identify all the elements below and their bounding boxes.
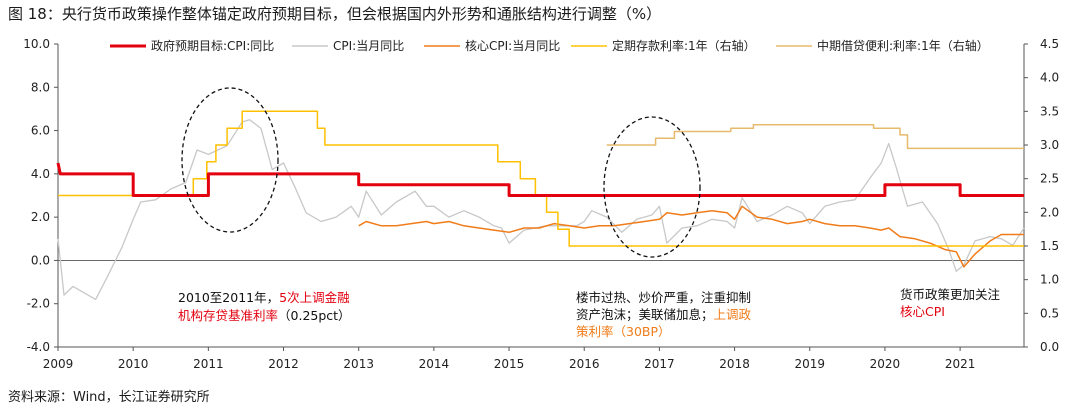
legend-label-cpi: CPI:当月同比	[333, 39, 404, 53]
series-line-mlf	[606, 124, 1024, 150]
x-tick-label: 2020	[870, 357, 901, 371]
annotation-middle: 楼市过热、炒价严重，注重抑制 资产泡沫；美联储加息；上调政 策利率（30BP）	[576, 290, 752, 339]
x-tick-label: 2019	[794, 357, 825, 371]
source-note: 资料来源：Wind，长江证券研究所	[8, 390, 210, 405]
y-right-tick-label: 3.5	[1040, 104, 1059, 118]
y-right-tick-label: 1.5	[1040, 239, 1059, 253]
legend-label-target: 政府预期目标:CPI:同比	[151, 38, 274, 53]
x-tick-label: 2015	[494, 357, 525, 371]
legend-item-target: 政府预期目标:CPI:同比	[110, 38, 274, 53]
y-right-tick-label: 1.0	[1040, 273, 1059, 287]
chart-svg: -4.0 -2.0 0.0 2.0 4.0 6.0 8.0 10.0 0.0 0.5 1.0 1.5 2…	[23, 37, 1059, 371]
x-tick-label: 2016	[569, 357, 600, 371]
x-tick-label: 2018	[719, 357, 750, 371]
y-left-tick-label: -4.0	[27, 340, 50, 354]
x-tick-label: 2021	[945, 357, 976, 371]
y-left-tick-label: 0.0	[31, 253, 50, 267]
series-line-core	[358, 205, 1024, 268]
annotation-left: 2010至2011年，5次上调金融 机构存贷基准利率（0.25pct）	[178, 290, 351, 323]
y-right-tick-label: 2.0	[1040, 205, 1059, 219]
series-group	[56, 110, 1025, 301]
y-left-tick-label: 8.0	[31, 80, 50, 94]
annotation-middle-line3: 策利率（30BP）	[576, 324, 671, 339]
annotation-middle-line2: 资产泡沫；美联储加息；上调政	[576, 307, 752, 322]
x-tick-label: 2010	[118, 357, 149, 371]
x-tick-label: 2009	[43, 357, 74, 371]
x-tick-label: 2014	[419, 357, 450, 371]
annotation-right-line2: 核心CPI	[900, 304, 945, 319]
y-right-tick-label: 4.5	[1040, 37, 1059, 51]
y-left-tick-label: 6.0	[31, 124, 50, 138]
x-tick-label: 2017	[644, 357, 675, 371]
legend-item-mlf: 中期借贷便利:利率:1年（右轴）	[776, 38, 989, 53]
axes-group: -4.0 -2.0 0.0 2.0 4.0 6.0 8.0 10.0 0.0 0.5 1.0 1.5 2…	[23, 37, 1059, 371]
highlight-ellipse-2011	[181, 87, 279, 233]
legend-item-deposit: 定期存款利率:1年（右轴）	[571, 38, 756, 53]
annotation-right: 货币政策更加关注 核心CPI	[900, 287, 1001, 319]
legend-item-cpi: CPI:当月同比	[292, 39, 404, 53]
y-right-tick-label: 2.5	[1040, 172, 1059, 186]
y-left-tick-label: 4.0	[31, 167, 50, 181]
legend-label-mlf: 中期借贷便利:利率:1年（右轴）	[817, 38, 989, 53]
x-tick-label: 2013	[343, 357, 374, 371]
series-line-deposit	[58, 110, 1024, 247]
series-line-cpi	[57, 119, 1025, 301]
annotation-left-line2a: 机构存贷基准利率	[178, 308, 278, 323]
annotation-middle-line2b: 上调政	[714, 307, 752, 322]
legend-label-deposit: 定期存款利率:1年（右轴）	[612, 38, 756, 53]
y-left-tick-label: 10.0	[23, 37, 50, 51]
y-left-tick-label: -2.0	[27, 297, 50, 311]
y-right-tick-label: 3.0	[1040, 138, 1059, 152]
x-tick-label: 2011	[193, 357, 224, 371]
y-right-tick-label: 0.0	[1040, 340, 1059, 354]
annotation-left-line1b: 5次上调金融	[279, 290, 350, 305]
annotation-left-line1a: 2010至2011年，	[178, 290, 279, 305]
annotation-left-line2b: （0.25pct）	[278, 308, 351, 323]
annotation-left-line1: 2010至2011年，5次上调金融	[178, 290, 350, 305]
annotation-middle-line1: 楼市过热、炒价严重，注重抑制	[576, 290, 751, 305]
y-right-tick-label: 0.5	[1040, 306, 1059, 320]
y-left-tick-label: 2.0	[31, 210, 50, 224]
legend-item-core: 核心CPI:当月同比	[424, 39, 560, 53]
chart-title: 图 18：央行货币政策操作整体锚定政府预期目标，但会根据国内外形势和通胀结构进行…	[8, 5, 662, 23]
annotation-middle-line2a: 资产泡沫；美联储加息；	[576, 307, 714, 322]
legend-label-core: 核心CPI:当月同比	[465, 39, 560, 53]
annotation-left-line2: 机构存贷基准利率（0.25pct）	[178, 308, 351, 323]
highlight-ellipse-2017	[603, 116, 701, 258]
x-tick-label: 2012	[268, 357, 299, 371]
y-right-tick-label: 4.0	[1040, 71, 1059, 85]
legend: 政府预期目标:CPI:同比 CPI:当月同比 核心CPI:当月同比 定期存款利率…	[110, 38, 989, 53]
annotation-right-line1: 货币政策更加关注	[900, 287, 1001, 302]
series-line-target	[56, 162, 1024, 197]
